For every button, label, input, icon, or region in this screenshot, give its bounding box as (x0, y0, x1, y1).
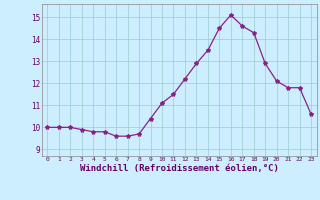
X-axis label: Windchill (Refroidissement éolien,°C): Windchill (Refroidissement éolien,°C) (80, 164, 279, 173)
